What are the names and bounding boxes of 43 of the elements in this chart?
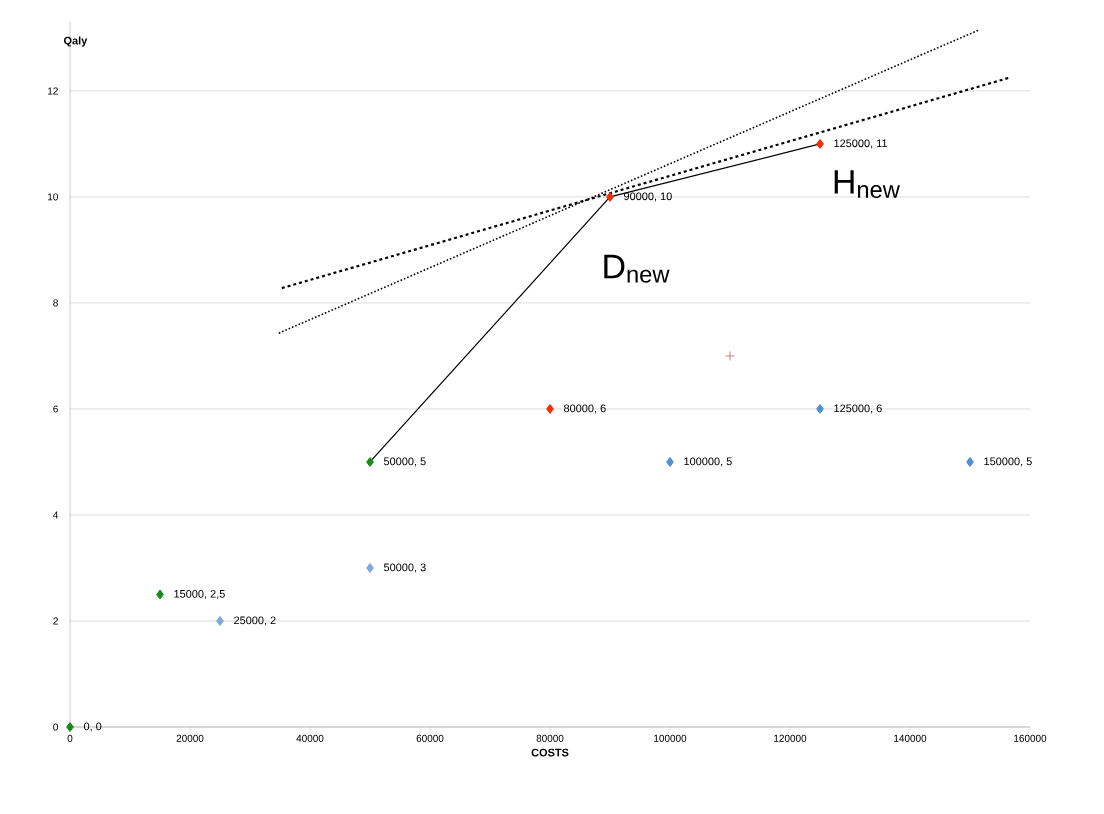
y-tick-label: 12	[48, 87, 58, 95]
y-tick-label: 4	[53, 511, 59, 519]
data-label: 15000, 2,5	[174, 589, 225, 600]
data-label: 150000, 5	[984, 457, 1032, 467]
x-tick-label: 160000	[1014, 734, 1047, 742]
data-label: 90000, 10	[624, 192, 672, 202]
y-tick-label: 10	[48, 193, 58, 201]
y-tick-label: 0	[53, 723, 58, 731]
point	[366, 562, 374, 573]
data-label: 100000, 5	[684, 457, 732, 467]
point	[606, 191, 614, 202]
point	[725, 350, 735, 361]
x-tick-label: 0	[67, 734, 73, 742]
data-label: 50000, 3	[383, 563, 426, 573]
point	[546, 403, 554, 414]
annotation: D$_{new}$	[604, 254, 670, 283]
y-tick-label: 2	[53, 617, 58, 625]
point	[966, 456, 974, 467]
x-tick-label: 140000	[894, 734, 927, 742]
data-label: 125000, 11	[834, 139, 888, 149]
annotation: H$_{new}$	[834, 170, 900, 199]
data-label: 125000, 6	[834, 404, 882, 414]
y-tick-label: 8	[53, 299, 58, 307]
point	[366, 456, 374, 467]
x-tick-label: 120000	[774, 734, 807, 742]
x-tick-label: 40000	[296, 734, 324, 742]
x-tick-label: 20000	[176, 734, 204, 742]
y-axis-title: Qaly	[63, 36, 88, 47]
x-tick-label: 100000	[654, 734, 687, 742]
point	[156, 589, 164, 600]
point	[816, 403, 824, 414]
data-label: 50000, 5	[383, 457, 426, 467]
y-tick-label: 6	[53, 405, 58, 413]
data-label: 80000, 6	[563, 404, 606, 414]
point	[66, 722, 74, 732]
data-label: 25000, 2	[234, 616, 276, 626]
data-label: 0, 0	[83, 722, 102, 732]
x-tick-label: 80000	[536, 734, 564, 742]
x-tick-label: 60000	[416, 734, 444, 742]
point	[816, 138, 824, 149]
point	[216, 616, 224, 626]
point	[666, 456, 674, 467]
x-axis-title: COSTS	[531, 748, 569, 757]
